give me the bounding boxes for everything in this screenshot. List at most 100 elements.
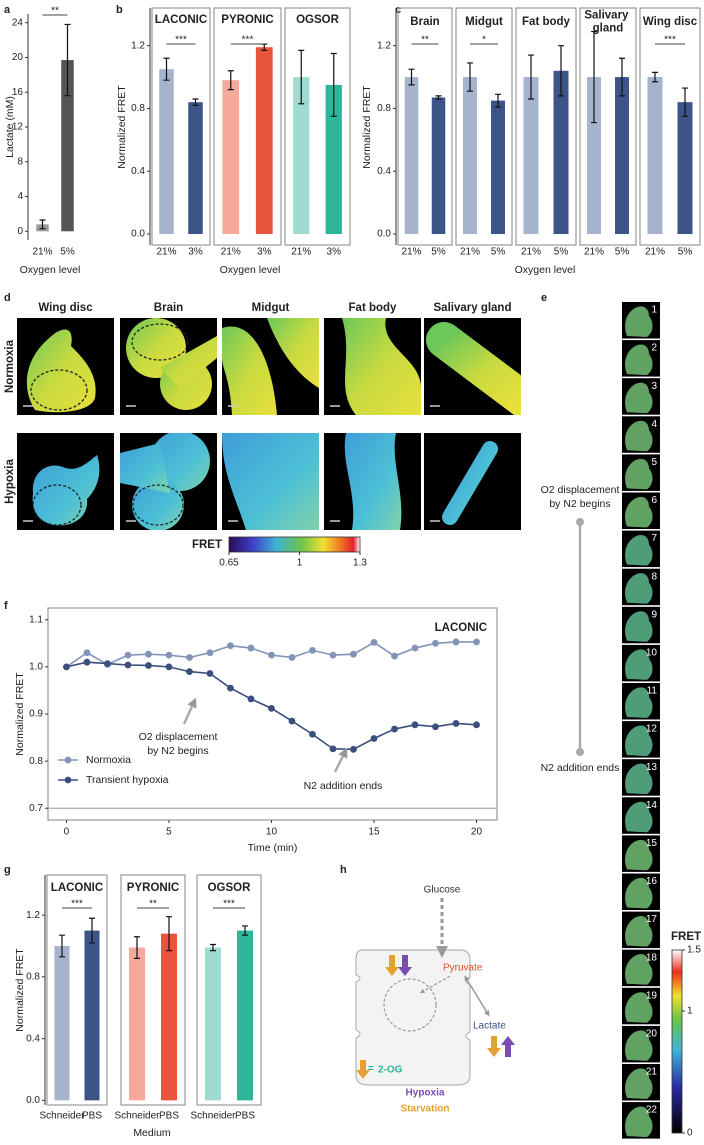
panel-label: h (340, 864, 347, 876)
x-tick-label: 21% (584, 247, 604, 258)
column-title: Midgut (252, 302, 290, 314)
facet-panel (196, 874, 262, 1106)
tissue-shape (342, 318, 421, 415)
y-tick-label: 1.1 (29, 614, 43, 625)
x-tick-label: 3% (188, 247, 203, 258)
bar (161, 933, 177, 1101)
error-bar (227, 70, 234, 91)
data-point (124, 651, 132, 659)
facet-panel (120, 874, 186, 1106)
x-axis-title: Medium (133, 1127, 171, 1139)
tissue-shape (625, 611, 653, 642)
data-point (473, 721, 480, 729)
data-point (186, 654, 193, 661)
column-title: Wing disc (38, 302, 93, 314)
data-point (370, 638, 378, 646)
microscopy-image (324, 433, 421, 530)
frame-number: 14 (646, 800, 658, 811)
error-bar (134, 936, 140, 959)
diagram-node: Glucose (424, 885, 461, 896)
y-tick-label: 8 (17, 156, 23, 167)
y-tick-label: 0.8 (377, 103, 391, 114)
legend-label: Normoxia (86, 754, 131, 766)
facet-title: LACONIC (155, 14, 207, 26)
frame-number: 22 (646, 1105, 658, 1116)
data-point (350, 745, 357, 753)
region-outline (132, 484, 184, 526)
x-tick-label: 21% (156, 247, 176, 258)
tissue (126, 318, 217, 410)
facet-title: Salivary gland (584, 9, 631, 34)
bar (463, 77, 477, 235)
error-bar (330, 52, 337, 117)
frame-number: 19 (646, 990, 658, 1001)
timelapse-frame: 12 (622, 721, 660, 758)
microscopy-image (222, 318, 319, 415)
facet-panel (455, 7, 513, 246)
bar (404, 77, 419, 235)
tissue-shape (132, 479, 184, 530)
column-title: Fat body (349, 302, 398, 314)
x-tick-label: 5% (60, 247, 75, 258)
microscopy-image (120, 433, 217, 530)
frame-number: 9 (651, 609, 657, 620)
timelapse-frame: 21 (622, 1064, 660, 1101)
error-bar (59, 934, 65, 958)
error-bar (298, 49, 305, 105)
data-point (206, 649, 214, 657)
x-tick-label: PBS (159, 1111, 179, 1122)
error-bar (495, 93, 501, 108)
timelapse-frame: 4 (622, 416, 660, 453)
tissue-shape (625, 992, 653, 1023)
facet-panel (639, 7, 701, 246)
facet-panel (397, 7, 453, 246)
bar (255, 47, 273, 235)
annotation: O2 displacement (139, 731, 218, 743)
tissue-shape (625, 535, 653, 566)
tissue-shape (344, 433, 402, 530)
y-tick-label: 1.2 (26, 910, 40, 921)
x-tick-label: 5% (431, 247, 446, 258)
microscopy-image (324, 318, 421, 415)
bar (293, 77, 310, 235)
tissue-shape (625, 649, 653, 680)
data-point (309, 647, 316, 654)
significance-label: * (482, 35, 486, 46)
timelapse-frame: 14 (622, 797, 660, 834)
tissue (222, 433, 319, 530)
colorbar-title: FRET (671, 931, 701, 943)
colorbar-tick-label: 1 (297, 558, 303, 569)
error-bar (64, 23, 71, 97)
timelapse-frame: 10 (622, 644, 660, 682)
annotation-arrow (182, 697, 197, 725)
frame-number: 17 (646, 914, 658, 925)
panel-label: e (541, 292, 547, 304)
tissue-shape (625, 1068, 653, 1099)
x-tick-label: 3% (257, 247, 272, 258)
tissue-shape (625, 382, 653, 414)
colorbar-title: FRET (192, 539, 222, 551)
nucleus-outline (383, 978, 437, 1032)
bar (677, 102, 693, 235)
colorbar-tick-label: 1.3 (353, 558, 367, 569)
data-point (288, 717, 296, 725)
data-point (411, 721, 419, 729)
colorbar-tick-label: 0.65 (219, 558, 239, 569)
data-point (145, 662, 152, 669)
timelapse-frame: 9 (622, 606, 660, 644)
x-tick-label: 15 (368, 827, 380, 838)
y-tick-label: 0.4 (131, 166, 145, 177)
error-bar (528, 54, 534, 100)
y-tick-label: 0.8 (131, 103, 145, 114)
data-point (165, 663, 173, 671)
significance-label: *** (71, 899, 83, 910)
timelapse-frame: 2 (622, 340, 660, 377)
starvation-arrow (385, 955, 399, 976)
tissue-shape (625, 1030, 653, 1061)
y-tick-label: 12 (12, 122, 24, 133)
data-point (206, 670, 214, 677)
significance-label: ** (149, 899, 157, 910)
frame-number: 6 (651, 495, 657, 506)
tissue-shape (625, 687, 653, 718)
frame-number: 18 (646, 952, 658, 963)
